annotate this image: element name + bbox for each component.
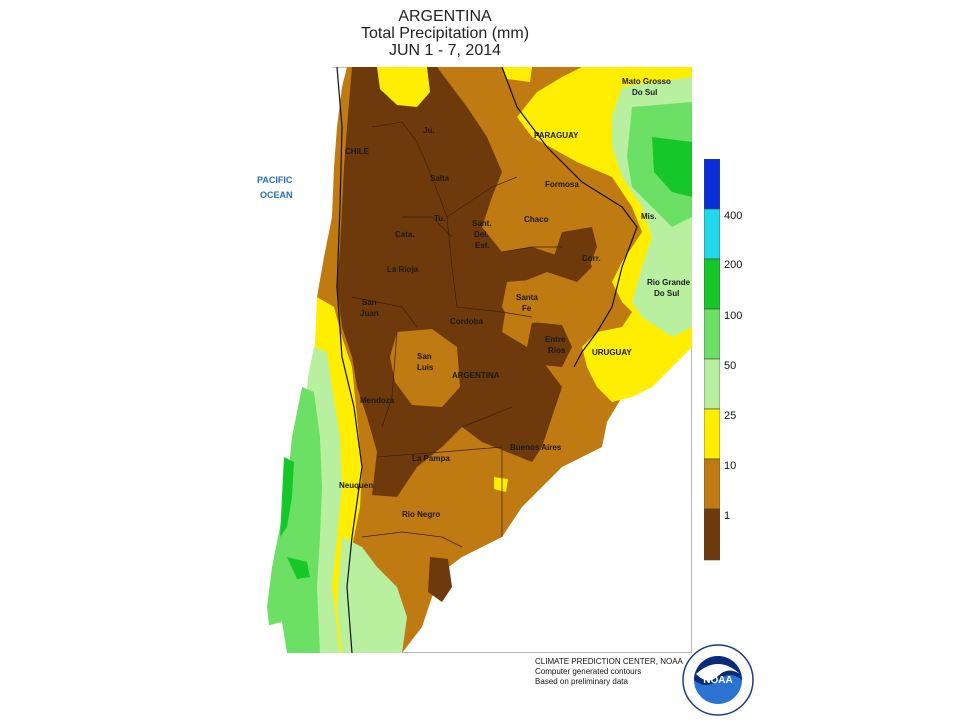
legend-label-1: 1 [724,510,731,522]
legend-swatch-25-50 [704,358,720,410]
legend-swatch-50-100 [704,308,720,360]
label-rio-negro: Rio Negro [402,510,440,519]
credit-line-1: CLIMATE PREDICTION CENTER, NOAA [535,657,683,666]
legend-swatch-1-10 [704,458,720,510]
label-neuquen: Neuquen [339,481,373,490]
label-cordoba: Cordoba [450,317,483,326]
legend-label-25: 25 [724,410,737,422]
label-jujuy: Ju. [423,126,435,135]
map-date-range: JUN 1 - 7, 2014 [388,42,502,59]
label-misiones: Mis. [641,212,657,221]
legend-label-100: 100 [724,310,743,322]
label-sant-1: Sant. [472,219,492,228]
country-border [336,67,363,653]
label-argentina: ARGENTINA [452,371,500,380]
label-catamarca: Cata. [395,230,415,239]
label-formosa: Formosa [545,180,579,189]
credit-line-2: Computer generated contours [535,667,642,676]
label-entre-rios-2: Rios [548,346,566,355]
label-chaco: Chaco [524,215,549,224]
legend-label-50: 50 [724,360,737,372]
label-mendoza: Mendoza [360,396,395,405]
label-ocean: OCEAN [260,190,293,200]
map-subtitle: Total Precipitation (mm) [360,25,530,42]
label-santa-fe-1: Santa [516,293,538,302]
label-corrientes: Corr. [582,254,601,263]
noaa-logo: NOAA [682,644,754,716]
legend-colorbar [704,159,720,561]
label-san-luis-2: Luis [417,363,434,372]
label-pacific: PACIFIC [257,175,293,185]
label-san-juan-2: Juan [360,309,379,318]
province-borders [351,121,562,548]
noaa-logo-text: NOAA [703,675,732,686]
label-mato-grosso-2: Do Sul [632,88,657,97]
label-buenos-aires: Buenos Aires [510,443,562,452]
label-la-rioja: La Rioja [387,265,419,274]
label-rio-grande-1: Rio Grande [647,278,691,287]
label-paraguay: PARAGUAY [534,131,579,140]
label-san-juan-1: San [362,298,377,307]
map-title: ARGENTINA [398,8,492,25]
label-la-pampa: La Pampa [412,454,450,463]
label-uruguay: URUGUAY [592,348,632,357]
label-entre-rios-1: Entre [545,335,566,344]
legend-label-10: 10 [724,460,737,472]
label-rio-grande-2: Do Sul [654,289,679,298]
legend-swatch-200-400 [704,208,720,260]
credit-line-3: Based on preliminary data [535,677,628,686]
precipitation-map: PACIFIC OCEAN CHILE PARAGUAY URUGUAY ARG… [202,67,692,653]
legend-swatch-below-1 [704,508,720,561]
label-salta: Salta [430,174,450,183]
label-mato-grosso-1: Mato Grosso [622,77,671,86]
label-san-luis-1: San [417,352,432,361]
label-sant-2: Del. [474,230,489,239]
label-sant-3: Est. [475,241,490,250]
legend-swatch-above-400 [704,159,720,210]
label-santa-fe-2: Fe [522,304,532,313]
legend-swatch-10-25 [704,408,720,460]
legend-swatch-100-200 [704,258,720,310]
label-tucuman: Tu. [434,214,445,223]
legend-label-200: 200 [724,259,743,271]
label-chile: CHILE [345,147,370,156]
precip-zone-100-200-ne [652,137,692,197]
legend-label-400: 400 [724,210,743,222]
